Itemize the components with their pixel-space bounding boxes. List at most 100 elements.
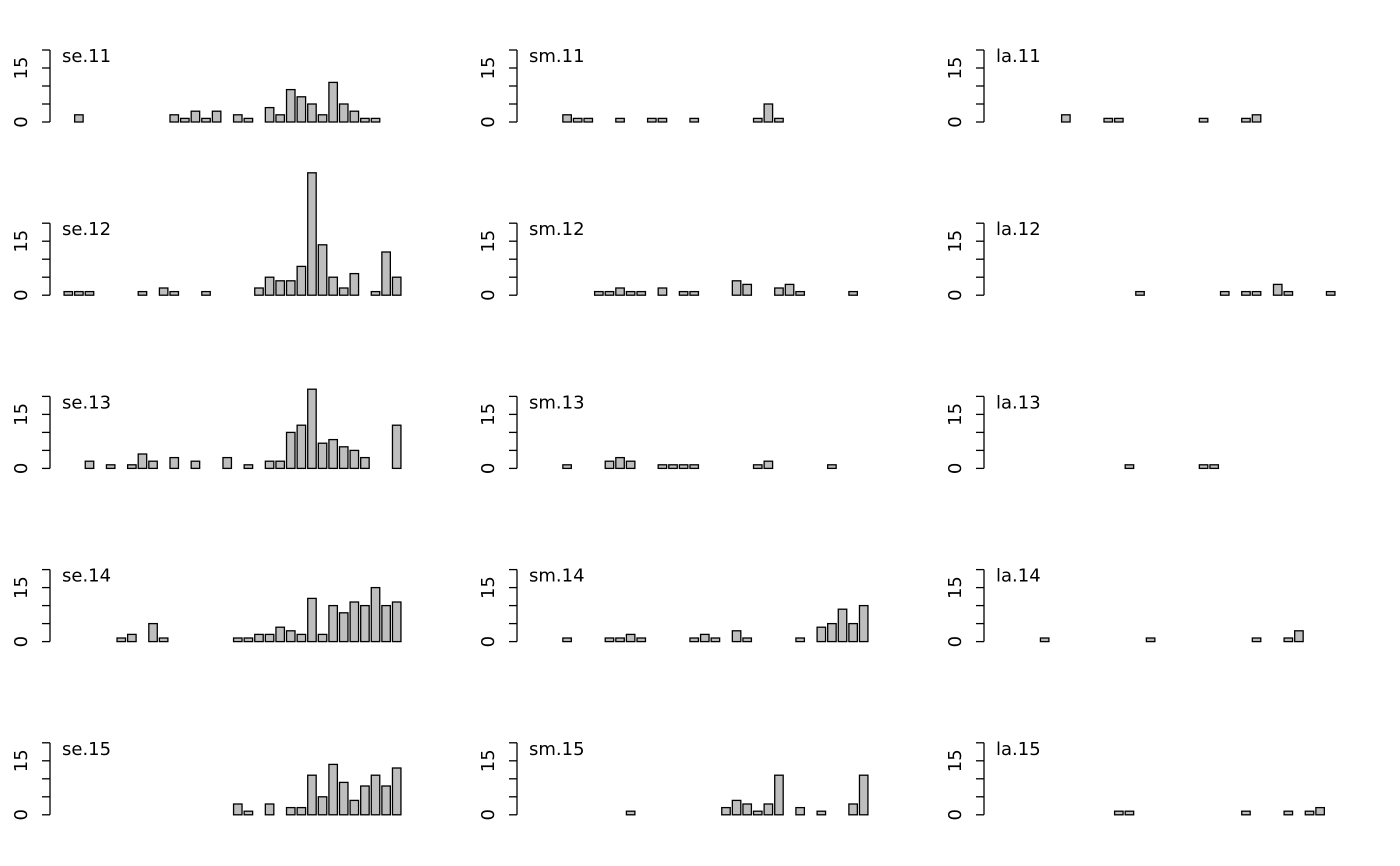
bar — [148, 622, 158, 643]
bar — [636, 637, 647, 643]
bar — [317, 442, 328, 470]
bar — [381, 604, 391, 643]
y-tick-label: 0 — [11, 636, 32, 647]
bar — [254, 287, 264, 296]
bar — [63, 290, 74, 296]
bar — [169, 114, 180, 123]
y-tick-label: 15 — [478, 749, 499, 772]
bar — [328, 81, 339, 123]
bar — [657, 464, 668, 470]
bar — [360, 117, 370, 123]
bar — [615, 287, 625, 296]
bar — [858, 774, 869, 816]
bar — [668, 464, 678, 470]
bar — [742, 803, 753, 816]
bar — [604, 460, 615, 470]
bar — [795, 290, 806, 296]
bar — [763, 803, 774, 816]
bar — [201, 290, 211, 296]
bar — [816, 810, 827, 816]
bar — [731, 280, 742, 296]
bar — [1219, 290, 1230, 296]
panel-title: la.14 — [996, 566, 1041, 587]
bar — [232, 637, 243, 643]
bar — [285, 630, 296, 643]
bar — [1135, 290, 1145, 296]
y-tick-label: 15 — [11, 403, 32, 426]
bar — [604, 290, 615, 296]
y-tick-label: 0 — [478, 636, 499, 647]
y-tick-label: 0 — [478, 809, 499, 820]
bar — [858, 604, 869, 643]
panel-title: sm.13 — [529, 392, 585, 413]
bar — [774, 774, 784, 816]
bar — [731, 630, 742, 643]
bar — [689, 117, 700, 123]
y-tick-label: 15 — [945, 749, 966, 772]
bar — [752, 810, 763, 816]
bar — [360, 604, 370, 643]
y-tick-label: 0 — [478, 463, 499, 474]
panel-title: sm.11 — [529, 46, 585, 67]
y-tick-label: 0 — [945, 809, 966, 820]
bar — [137, 290, 148, 296]
bar — [116, 637, 127, 643]
panel-title: sm.12 — [529, 219, 585, 240]
y-tick-label: 0 — [11, 809, 32, 820]
bar — [243, 637, 254, 643]
bar — [646, 117, 657, 123]
bar — [604, 637, 615, 643]
bar — [583, 117, 594, 123]
y-tick-label: 0 — [11, 289, 32, 300]
bar — [615, 456, 625, 470]
bar — [307, 774, 317, 816]
bar — [1103, 117, 1114, 123]
bar — [795, 637, 806, 643]
bar — [699, 633, 710, 643]
bar — [391, 424, 402, 470]
bar — [317, 114, 328, 123]
bar — [370, 290, 381, 296]
bar — [264, 276, 275, 296]
bar — [148, 460, 158, 470]
panel-title: la.11 — [996, 46, 1041, 67]
bar — [625, 460, 636, 470]
panel-title: se.11 — [62, 46, 111, 67]
bar — [625, 810, 636, 816]
bar — [296, 633, 307, 643]
bar — [1039, 637, 1050, 643]
bar — [625, 633, 636, 643]
bar — [1304, 810, 1315, 816]
bar — [391, 276, 402, 296]
bar — [1124, 464, 1135, 470]
bar — [296, 265, 307, 296]
bar — [391, 767, 402, 816]
bar — [742, 637, 753, 643]
bar — [1145, 637, 1156, 643]
bar — [689, 464, 700, 470]
bar — [636, 290, 647, 296]
bar — [784, 283, 795, 296]
bar — [338, 287, 349, 296]
bar — [275, 280, 286, 296]
panel-title: la.12 — [996, 219, 1041, 240]
bar — [190, 110, 201, 123]
bar — [1315, 806, 1325, 816]
bar — [84, 460, 95, 470]
bar — [848, 290, 858, 296]
bar — [317, 244, 328, 296]
bar — [593, 290, 604, 296]
bar — [307, 172, 317, 296]
bar — [625, 290, 636, 296]
bar — [1251, 290, 1262, 296]
bar — [275, 114, 286, 123]
bar — [328, 276, 339, 296]
bar — [1283, 810, 1294, 816]
bar — [562, 114, 572, 123]
y-tick-label: 15 — [945, 576, 966, 599]
panel-title: la.15 — [996, 739, 1041, 760]
bar — [678, 464, 689, 470]
y-tick-label: 15 — [11, 57, 32, 80]
bar — [158, 287, 169, 296]
panel-title: se.15 — [62, 739, 111, 760]
